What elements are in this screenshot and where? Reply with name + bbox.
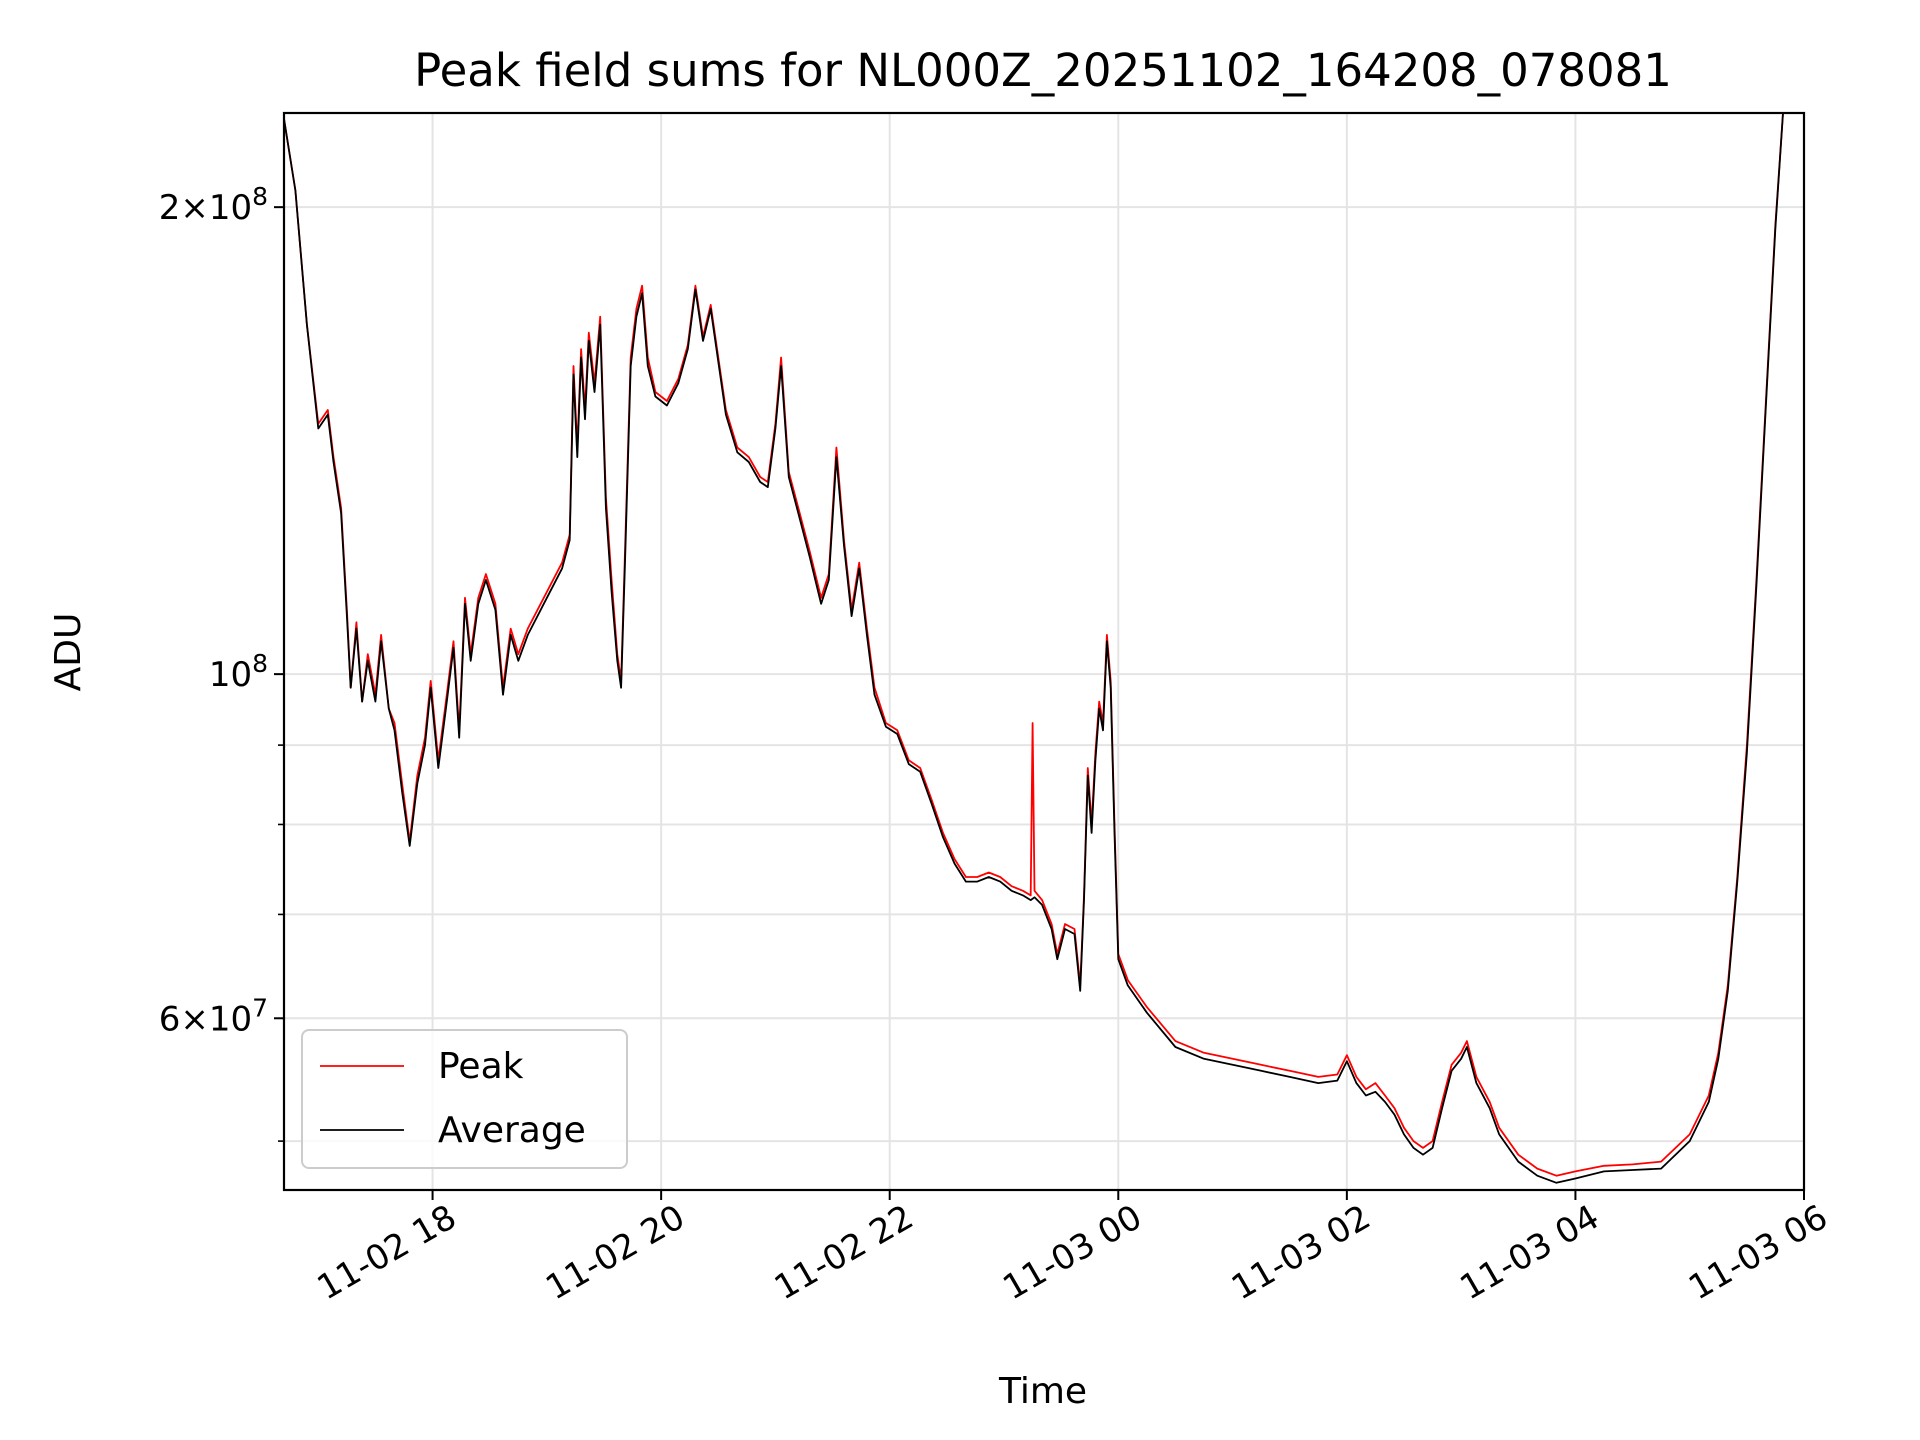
y-axis: 6×107 108 2×108 — [159, 182, 284, 1142]
chart-title: Peak field sums for NL000Z_20251102_1642… — [414, 44, 1672, 97]
legend-box — [301, 1029, 628, 1169]
legend: Peak Average — [301, 1029, 628, 1169]
y-tick-label: 108 — [209, 649, 268, 695]
legend-label-average: Average — [438, 1110, 586, 1151]
y-axis-label: ADU — [48, 613, 89, 692]
series-line-average — [284, 113, 1784, 1184]
y-tick-label: 2×108 — [159, 182, 268, 228]
plot-frame — [282, 111, 1806, 1192]
legend-label-peak: Peak — [438, 1046, 524, 1087]
x-axis-label: Time — [998, 1371, 1087, 1412]
y-tick-label: 6×107 — [159, 993, 268, 1039]
series-layer — [284, 113, 1784, 1184]
